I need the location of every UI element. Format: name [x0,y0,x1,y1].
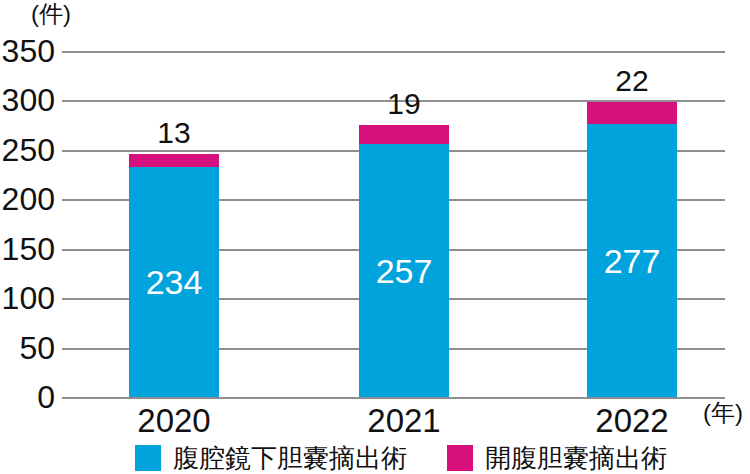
bar-top-label-2022: 22 [615,66,648,96]
bar-top-label-2020: 13 [157,118,190,148]
stacked-bar-chart: (件) 0 50 100 150 200 250 300 350 234 13 2020 257 19 2… [0,0,750,474]
bar-value-label-2022-series-0: 277 [604,244,661,278]
gridline-350 [62,51,725,53]
y-tick-label-150: 150 [0,233,55,265]
bar-value-label-2020-series-0: 234 [146,265,203,299]
legend-item-0: 腹腔鏡下胆嚢摘出術 [135,444,407,473]
bar-segment-2021-series-1 [359,125,449,144]
y-axis-unit-label: (件) [31,1,71,27]
x-tick-label-2021: 2021 [304,404,504,437]
gridline-0 [62,397,725,399]
y-tick-label-350: 350 [0,35,55,67]
legend-label-1: 開腹胆嚢摘出術 [485,444,667,473]
y-tick-label-200: 200 [0,184,55,216]
y-tick-label-0: 0 [0,381,55,413]
chart-legend: 腹腔鏡下胆嚢摘出術 開腹胆嚢摘出術 [135,444,667,473]
y-tick-label-300: 300 [0,85,55,117]
bar-segment-2020-series-1 [129,154,219,167]
x-tick-label-2020: 2020 [74,404,274,437]
legend-label-0: 腹腔鏡下胆嚢摘出術 [173,444,407,473]
legend-item-1: 開腹胆嚢摘出術 [447,444,667,473]
bar-top-label-2021: 19 [387,89,420,119]
plot-area: 0501001502002503003502341320202571920212… [62,52,725,398]
x-axis-unit-label: (年) [703,400,743,426]
bar-segment-2022-series-1 [587,102,677,124]
x-tick-label-2022: 2022 [532,404,732,437]
legend-swatch-icon-1 [447,445,473,471]
bar-value-label-2021-series-0: 257 [376,254,433,288]
legend-swatch-icon-0 [135,445,161,471]
y-tick-label-250: 250 [0,134,55,166]
y-tick-label-100: 100 [0,283,55,315]
y-tick-label-50: 50 [0,332,55,364]
